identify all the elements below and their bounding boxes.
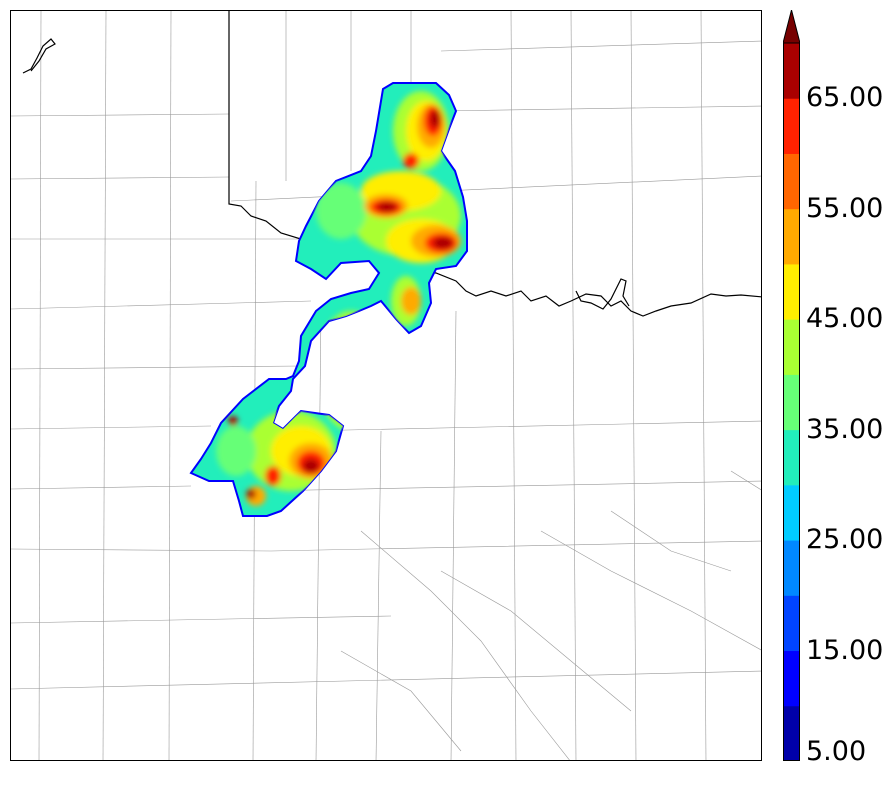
colorbar-segment xyxy=(783,153,800,210)
colorbar-segment xyxy=(783,429,800,486)
colorbar-extend-arrow xyxy=(783,10,800,44)
colorbar-tick-label: 65.00 xyxy=(806,82,884,114)
colorbar-segment xyxy=(783,319,800,375)
map-canvas xyxy=(11,11,761,760)
radar-reflectivity-map xyxy=(10,10,762,761)
colorbar-tick-label: 15.00 xyxy=(806,634,884,666)
colorbar xyxy=(783,10,800,761)
colorbar-tick-label: 55.00 xyxy=(806,192,884,224)
colorbar-segments xyxy=(783,10,800,761)
colorbar-segment xyxy=(783,263,800,320)
colorbar-tick-label: 25.00 xyxy=(806,524,884,556)
colorbar-segment xyxy=(783,595,800,652)
colorbar-tick-label: 45.00 xyxy=(806,303,884,335)
county-boundaries xyxy=(11,11,761,760)
colorbar-segment xyxy=(783,98,800,154)
colorbar-tick-label: 5.00 xyxy=(806,736,867,767)
colorbar-segment xyxy=(783,208,800,265)
colorbar-tick-label: 35.00 xyxy=(806,413,884,445)
colorbar-segment xyxy=(783,650,800,707)
radar-echo-region xyxy=(189,82,468,517)
colorbar-frame xyxy=(783,42,800,761)
colorbar-segment xyxy=(783,484,800,541)
colorbar-segment xyxy=(783,374,800,431)
colorbar-segment xyxy=(783,540,800,596)
colorbar-segment xyxy=(783,43,800,99)
colorbar-segment xyxy=(783,705,800,761)
